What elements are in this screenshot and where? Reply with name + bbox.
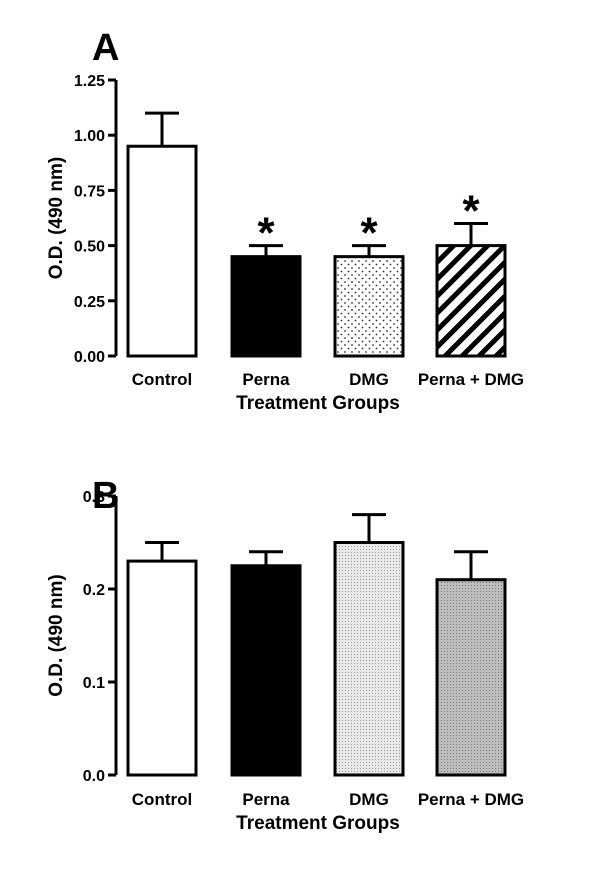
panel-a-significance-marker: * (360, 209, 378, 258)
panel-a-significance-marker: * (462, 187, 480, 236)
panel-b-y-tick-label: 0.0 (83, 768, 105, 785)
panel-a-y-axis-title: O.D. (490 nm) (46, 157, 67, 279)
panel-a-y-tick-label: 1.00 (74, 128, 105, 145)
panel-b-category-label: Perna + DMG (418, 790, 524, 809)
panel-b-y-tick-label: 0.3 (83, 489, 105, 506)
panel-a-letter: A (92, 27, 119, 69)
panel-a-y-tick-label: 0.25 (74, 294, 105, 311)
panel-a-bar-perna (230, 255, 302, 358)
panel-a-bar-dmg (333, 255, 405, 358)
panel-a-category-label: Perna + DMG (418, 370, 524, 389)
panel-a-y-tick-label: 0.50 (74, 239, 105, 256)
panel-b-bar-dmg (333, 541, 405, 777)
panel-b-category-label: Control (132, 790, 192, 809)
panel-a-x-axis-title: Treatment Groups (236, 393, 400, 414)
panel-a-category-label: DMG (349, 370, 389, 389)
panel-a-category-label: Control (132, 370, 192, 389)
panel-a-y-tick-label: 0.75 (74, 183, 105, 200)
panel-b-category-label: Perna (242, 790, 290, 809)
panel-a-bar-perna-dmg (435, 244, 507, 358)
panel-b-y-tick-label: 0.1 (83, 675, 105, 692)
panel-a-significance-marker: * (257, 209, 275, 258)
panel-b-category-label: DMG (349, 790, 389, 809)
panel-a-category-label: Perna (242, 370, 290, 389)
panel-b-y-axis-title: O.D. (490 nm) (46, 574, 67, 696)
panel-b-bar-control (126, 559, 198, 777)
panel-a-y-tick-label: 0.00 (74, 349, 105, 366)
panel-a-y-tick-label: 1.25 (74, 73, 105, 90)
panel-b-bar-perna-dmg (435, 578, 507, 777)
panel-b-y-tick-label: 0.2 (83, 582, 105, 599)
panel-a-bar-control (126, 144, 198, 358)
panel-b-x-axis-title: Treatment Groups (236, 813, 400, 834)
panel-b-bar-perna (230, 564, 302, 777)
